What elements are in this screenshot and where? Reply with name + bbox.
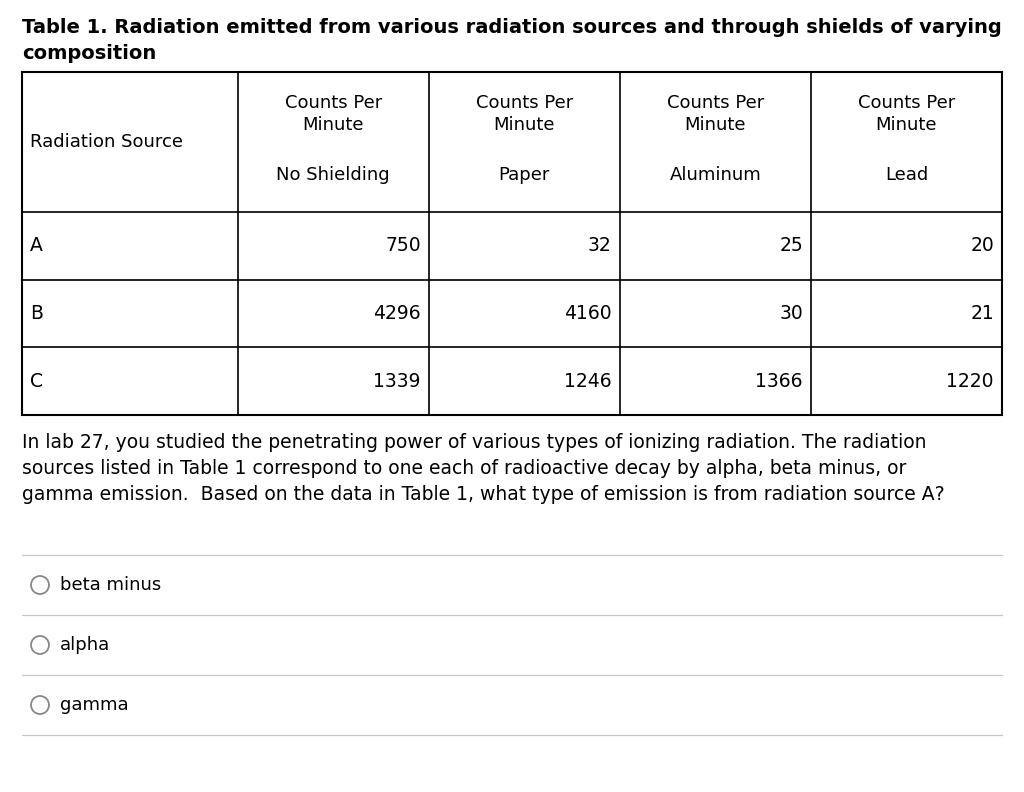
Text: Counts Per: Counts Per bbox=[858, 94, 955, 112]
Text: Minute: Minute bbox=[876, 116, 937, 134]
Text: 1339: 1339 bbox=[373, 371, 421, 390]
Text: 32: 32 bbox=[588, 236, 611, 255]
Bar bbox=[22, 72, 1002, 415]
Text: 4160: 4160 bbox=[564, 304, 611, 323]
Text: Aluminum: Aluminum bbox=[670, 166, 761, 184]
Text: 1246: 1246 bbox=[564, 371, 611, 390]
Text: Counts Per: Counts Per bbox=[667, 94, 764, 112]
Text: 30: 30 bbox=[779, 304, 803, 323]
Text: 21: 21 bbox=[971, 304, 994, 323]
Text: beta minus: beta minus bbox=[60, 576, 161, 594]
Text: Counts Per: Counts Per bbox=[285, 94, 382, 112]
Text: 20: 20 bbox=[971, 236, 994, 255]
Text: composition: composition bbox=[22, 44, 157, 63]
Text: gamma emission.  Based on the data in Table 1, what type of emission is from rad: gamma emission. Based on the data in Tab… bbox=[22, 485, 944, 504]
Text: C: C bbox=[30, 371, 43, 390]
Text: 4296: 4296 bbox=[373, 304, 421, 323]
Text: gamma: gamma bbox=[60, 696, 129, 714]
Text: Minute: Minute bbox=[302, 116, 364, 134]
Text: Counts Per: Counts Per bbox=[475, 94, 572, 112]
Text: sources listed in Table 1 correspond to one each of radioactive decay by alpha, : sources listed in Table 1 correspond to … bbox=[22, 459, 906, 478]
Text: Radiation Source: Radiation Source bbox=[30, 133, 183, 151]
Text: 25: 25 bbox=[779, 236, 803, 255]
Text: 1366: 1366 bbox=[756, 371, 803, 390]
Text: alpha: alpha bbox=[60, 636, 111, 654]
Text: A: A bbox=[30, 236, 43, 255]
Text: Lead: Lead bbox=[885, 166, 928, 184]
Text: Minute: Minute bbox=[494, 116, 555, 134]
Text: 750: 750 bbox=[385, 236, 421, 255]
Text: Paper: Paper bbox=[499, 166, 550, 184]
Text: No Shielding: No Shielding bbox=[276, 166, 390, 184]
Text: Minute: Minute bbox=[685, 116, 746, 134]
Text: In lab 27, you studied the penetrating power of various types of ionizing radiat: In lab 27, you studied the penetrating p… bbox=[22, 433, 927, 452]
Text: Table 1. Radiation emitted from various radiation sources and through shields of: Table 1. Radiation emitted from various … bbox=[22, 18, 1001, 37]
Text: 1220: 1220 bbox=[946, 371, 994, 390]
Text: B: B bbox=[30, 304, 43, 323]
